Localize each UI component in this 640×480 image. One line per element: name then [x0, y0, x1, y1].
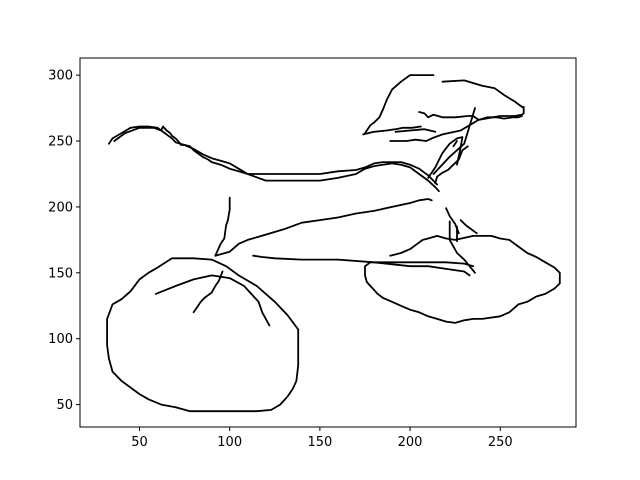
x-axis: 50 100 150 200 250	[131, 427, 513, 450]
drawing-stroke-11	[448, 220, 476, 274]
drawing-stroke-18	[362, 125, 422, 136]
drawing-stroke-2	[113, 126, 440, 193]
y-axis: 50 100 150 200 250 300	[48, 69, 80, 413]
drawing-stroke-4	[214, 198, 433, 257]
drawing-stroke-3	[214, 196, 231, 257]
y-tick-label: 50	[56, 398, 73, 413]
drawing-stroke-5	[252, 254, 471, 277]
axes-frame	[79, 57, 577, 428]
drawing-stroke-21	[427, 136, 464, 179]
y-tick-label: 250	[48, 135, 73, 150]
y-tick-label: 100	[48, 332, 73, 347]
y-tick-label: 150	[48, 266, 73, 281]
drawing-stroke-9	[364, 234, 561, 324]
drawing-stroke-16	[441, 79, 525, 109]
y-tick-label: 300	[48, 69, 73, 84]
x-tick-label: 150	[307, 435, 332, 450]
x-tick-label: 100	[217, 435, 242, 450]
y-tick-label: 200	[48, 200, 73, 215]
drawing-stroke-1	[108, 125, 439, 186]
drawing-stroke-6	[192, 270, 224, 314]
drawing-stroke-7	[154, 274, 271, 327]
drawing-stroke-20	[432, 107, 476, 175]
drawing-stroke-22	[434, 145, 469, 185]
plot-area	[106, 74, 561, 413]
x-tick-label: 200	[398, 435, 423, 450]
drawing-stroke-15	[364, 74, 435, 135]
drawing-stroke-8	[106, 257, 300, 413]
drawing-stroke-23	[452, 140, 458, 148]
drawing-stroke-17	[394, 128, 437, 133]
drawing-stroke-12	[459, 219, 478, 235]
x-tick-label: 50	[131, 435, 148, 450]
x-tick-label: 250	[488, 435, 513, 450]
